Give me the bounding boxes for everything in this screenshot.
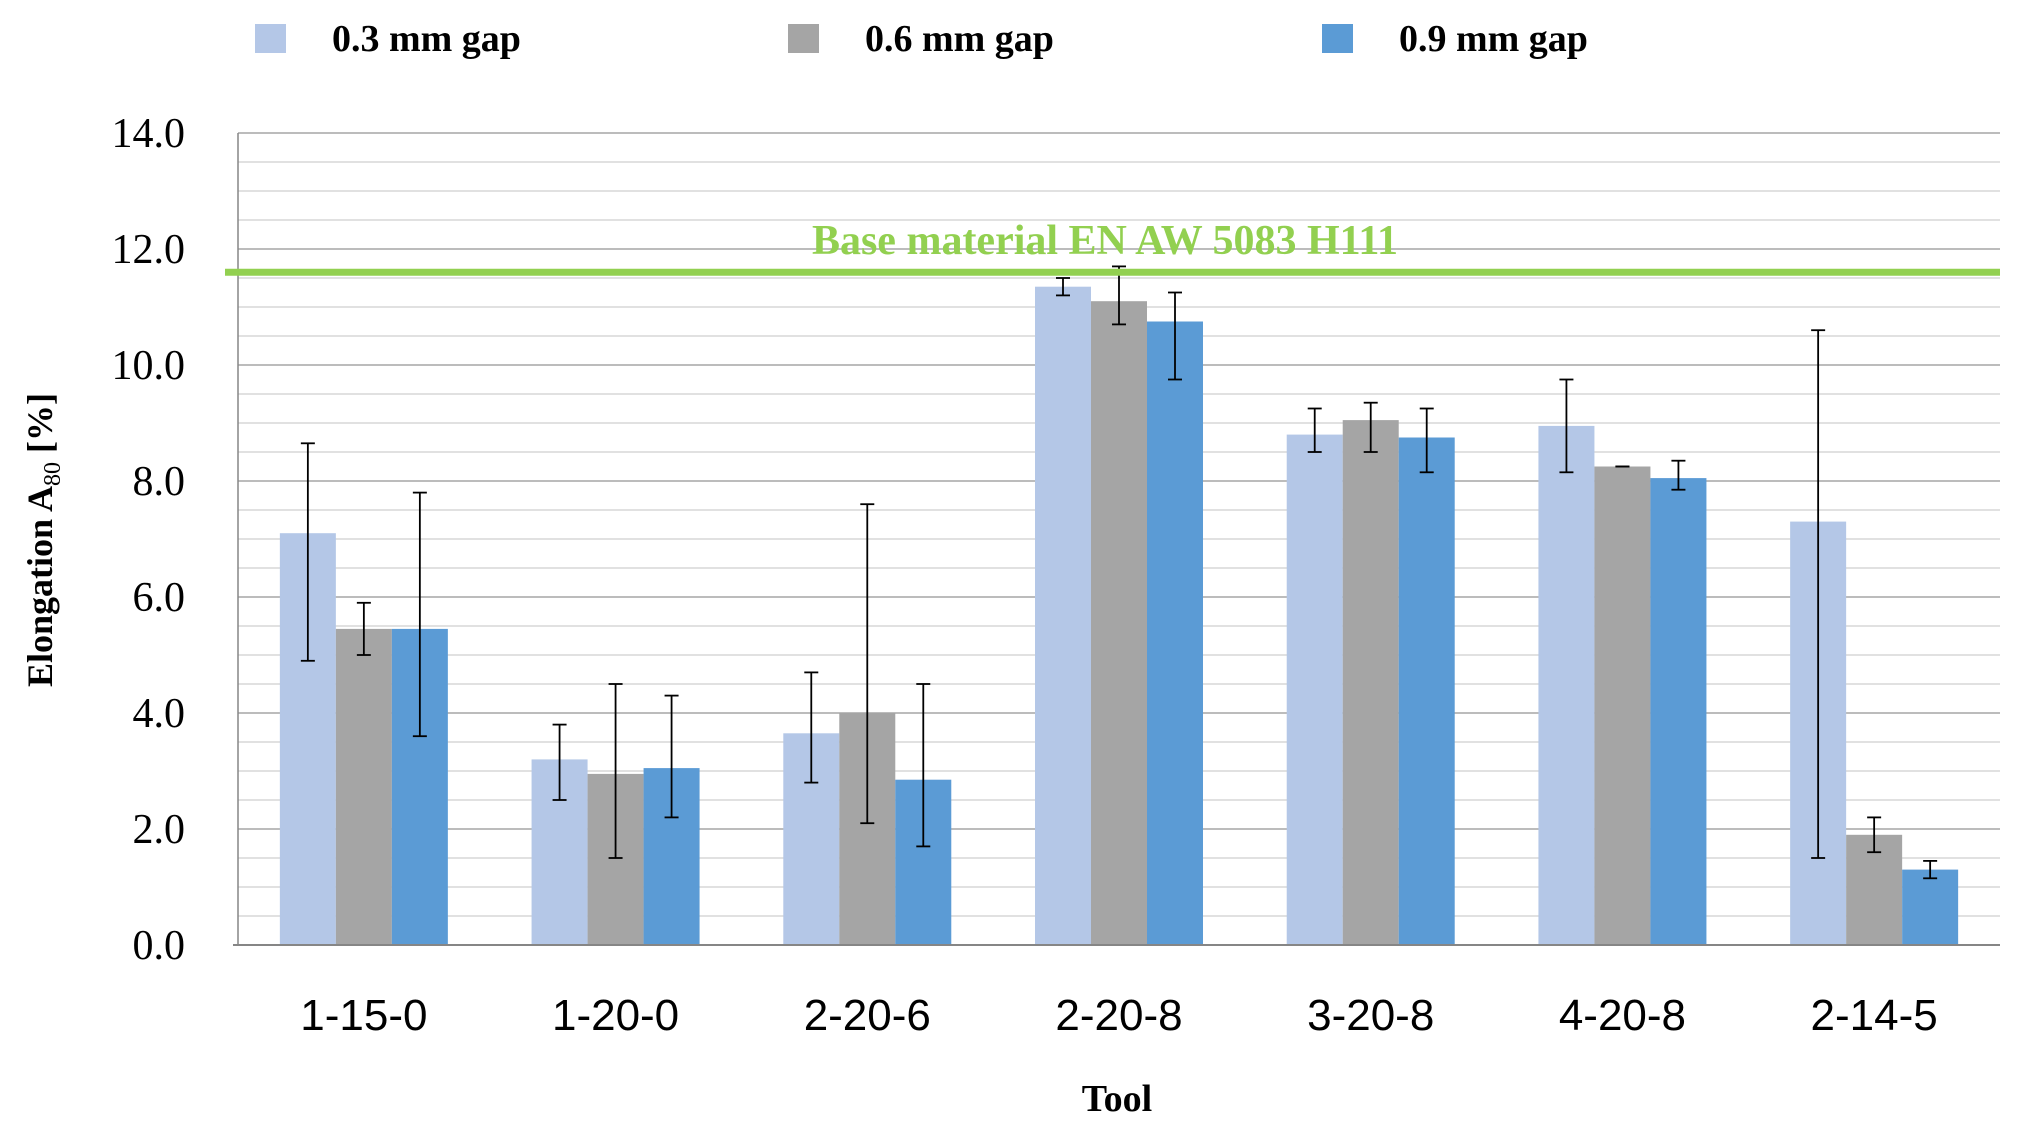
y-axis-title-unit: [%] <box>20 393 60 462</box>
x-tick-label: 3-20-8 <box>1307 991 1434 1040</box>
bar <box>1538 425 1595 945</box>
x-tick-label: 1-15-0 <box>300 991 427 1040</box>
y-tick-label: 6.0 <box>133 575 186 621</box>
y-tick-label: 10.0 <box>112 343 186 389</box>
bar <box>1342 420 1399 946</box>
x-tick-label: 4-20-8 <box>1559 991 1686 1040</box>
x-tick-label: 2-20-6 <box>804 991 931 1040</box>
bar <box>1091 301 1147 945</box>
bar <box>335 628 392 945</box>
bar <box>1846 834 1903 945</box>
y-tick-label: 4.0 <box>133 691 186 737</box>
bar <box>1147 321 1203 945</box>
legend-swatch <box>255 24 286 53</box>
legend-swatch <box>788 24 819 53</box>
y-tick-label: 0.0 <box>133 923 186 969</box>
y-tick-labels: 0.0 2.0 4.0 6.0 8.0 10.0 12.0 14.0 <box>112 111 186 969</box>
legend-label: 0.3 mm gap <box>332 18 521 60</box>
x-tick-label: 2-20-8 <box>1055 991 1182 1040</box>
y-axis-title-main: Elongation A <box>20 486 60 687</box>
y-tick-label: 2.0 <box>133 807 186 853</box>
bar <box>1286 434 1343 945</box>
legend-swatch <box>1322 24 1353 53</box>
bar <box>1902 869 1959 945</box>
legend-label: 0.9 mm gap <box>1399 18 1588 60</box>
bar <box>1594 466 1651 945</box>
x-tick-label: 1-20-0 <box>552 991 679 1040</box>
y-tick-label: 8.0 <box>133 459 186 505</box>
bar <box>1398 437 1455 945</box>
bars <box>279 286 1959 946</box>
y-tick-label: 12.0 <box>112 227 186 273</box>
error-bars <box>300 265 1938 880</box>
base-material-label: Base material EN AW 5083 H111 <box>812 218 1398 264</box>
y-axis-title: Elongation A80 [%] <box>20 393 66 687</box>
legend-label: 0.6 mm gap <box>865 18 1054 60</box>
y-axis-title-subscript: 80 <box>40 462 66 486</box>
x-tick-labels: 1-15-0 1-20-0 2-20-6 2-20-8 3-20-8 4-20-8 2-14… <box>300 991 1937 1040</box>
legend: 0.3 mm gap 0.6 mm gap 0.9 mm gap <box>255 18 1588 60</box>
bar <box>1035 286 1091 945</box>
bar <box>1650 478 1707 945</box>
x-tick-label: 2-14-5 <box>1811 991 1938 1040</box>
y-tick-label: 14.0 <box>112 111 186 157</box>
x-axis-title: Tool <box>1082 1078 1152 1120</box>
